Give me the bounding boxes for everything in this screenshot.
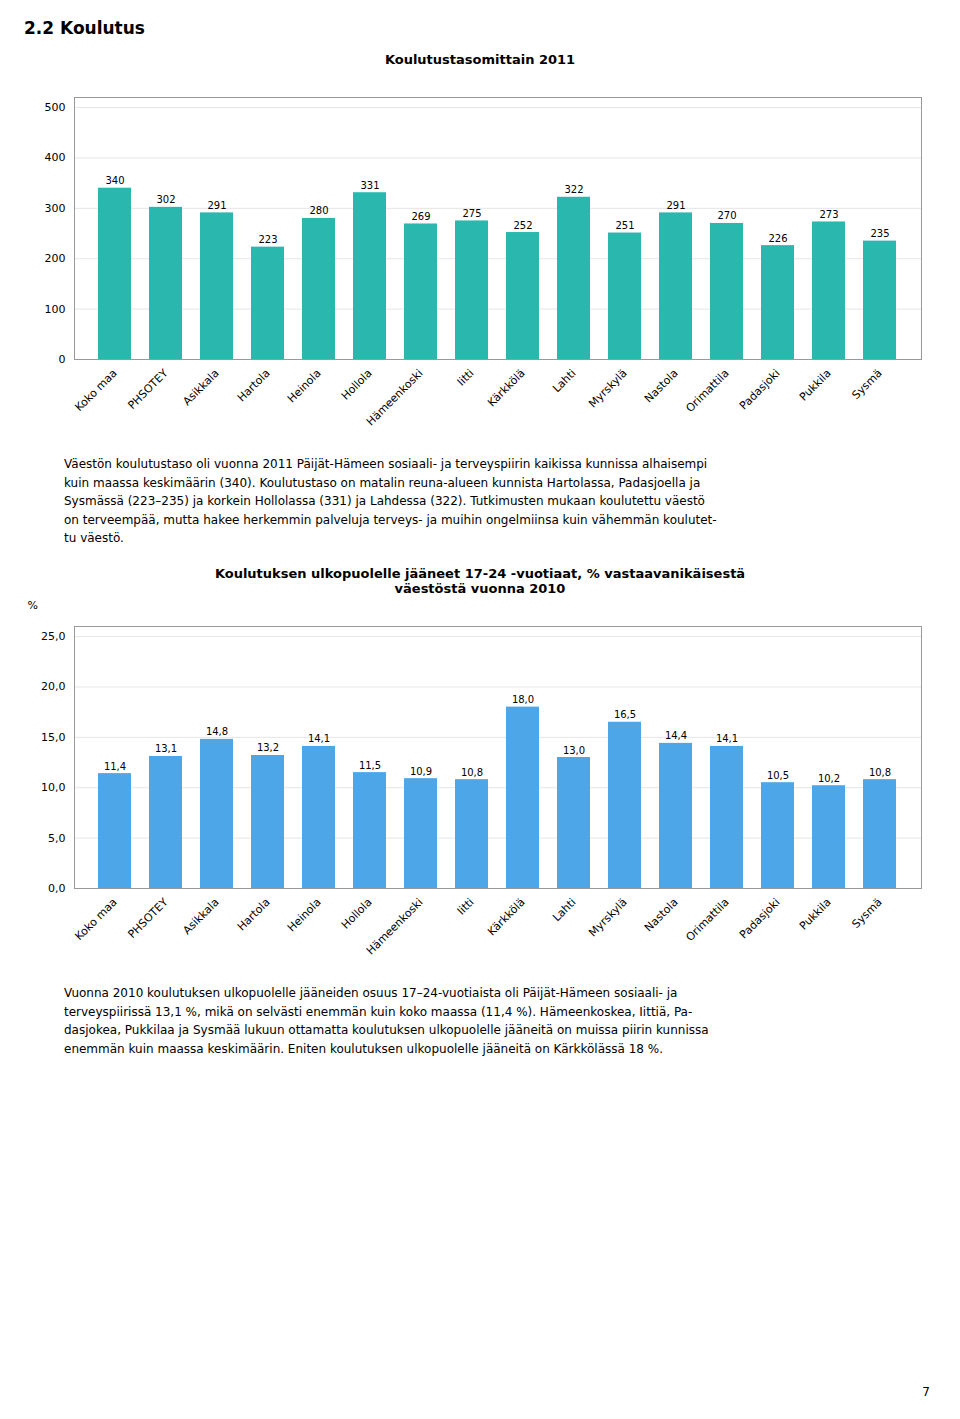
svg-text:Asikkala: Asikkala <box>180 896 221 937</box>
svg-text:275: 275 <box>462 208 481 219</box>
svg-text:10,0: 10,0 <box>41 781 66 794</box>
svg-text:Lahti: Lahti <box>550 896 578 924</box>
html-text:dasjokea, Pukkilaa ja Sysmää l: dasjokea, Pukkilaa ja Sysmää lukuun otta… <box>64 1023 709 1038</box>
svg-text:11,4: 11,4 <box>104 761 126 772</box>
svg-text:14,1: 14,1 <box>716 733 738 744</box>
svg-text:Myrskylä: Myrskylä <box>586 367 630 411</box>
svg-text:400: 400 <box>45 151 66 164</box>
svg-text:Heinola: Heinola <box>285 367 324 406</box>
html-text:Vuonna 2010 koulutuksen ulkopu: Vuonna 2010 koulutuksen ulkopuolelle jää… <box>64 986 678 1000</box>
svg-text:Hartola: Hartola <box>235 367 273 405</box>
svg-text:100: 100 <box>45 303 66 316</box>
svg-text:5,0: 5,0 <box>48 832 66 845</box>
svg-text:Padasjoki: Padasjoki <box>737 367 783 413</box>
html-text:terveyspiirissä 13,1 %, mikä o: terveyspiirissä 13,1 %, mikä on selvästi… <box>64 1004 693 1019</box>
svg-text:PHSOTEY: PHSOTEY <box>125 896 170 941</box>
svg-text:Sysmä: Sysmä <box>849 367 884 402</box>
svg-text:Heinola: Heinola <box>285 896 324 935</box>
svg-text:Lahti: Lahti <box>550 367 578 395</box>
svg-text:0: 0 <box>59 353 66 366</box>
svg-text:13,1: 13,1 <box>155 743 177 754</box>
svg-text:340: 340 <box>105 175 124 186</box>
html-text:7: 7 <box>922 1385 930 1399</box>
svg-text:25,0: 25,0 <box>41 630 66 643</box>
svg-text:Nastola: Nastola <box>642 896 681 935</box>
svg-text:10,9: 10,9 <box>410 766 432 777</box>
svg-text:235: 235 <box>870 228 889 239</box>
svg-text:223: 223 <box>258 234 277 245</box>
svg-text:Iitti: Iitti <box>455 367 477 389</box>
svg-text:Hämeenkoski: Hämeenkoski <box>364 896 426 958</box>
svg-text:Asikkala: Asikkala <box>180 367 221 408</box>
svg-text:18,0: 18,0 <box>512 694 534 705</box>
svg-text:0,0: 0,0 <box>48 882 66 895</box>
svg-text:226: 226 <box>768 233 787 244</box>
html-text:Sysmässä (223–235) ja korkein: Sysmässä (223–235) ja korkein Hollolassa… <box>64 494 705 509</box>
svg-text:Kärkkölä: Kärkkölä <box>485 367 528 410</box>
svg-text:Pukkila: Pukkila <box>797 367 834 404</box>
svg-text:PHSOTEY: PHSOTEY <box>125 367 170 412</box>
svg-text:Orimattila: Orimattila <box>683 896 731 944</box>
svg-text:270: 270 <box>717 210 736 221</box>
svg-text:Koko maa: Koko maa <box>72 367 119 414</box>
svg-text:331: 331 <box>360 180 379 191</box>
svg-text:Pukkila: Pukkila <box>797 896 834 933</box>
svg-text:13,2: 13,2 <box>257 742 279 753</box>
svg-text:%: % <box>28 599 38 612</box>
svg-text:Myrskylä: Myrskylä <box>586 896 630 940</box>
svg-text:269: 269 <box>411 211 430 222</box>
svg-text:14,8: 14,8 <box>206 726 228 737</box>
html-text:2.2 Koulutus: 2.2 Koulutus <box>24 18 145 38</box>
svg-text:Kärkkölä: Kärkkölä <box>485 896 528 939</box>
svg-text:251: 251 <box>615 220 634 231</box>
svg-text:Padasjoki: Padasjoki <box>737 896 783 942</box>
html-text:Väestön koulutustaso oli vuonn: Väestön koulutustaso oli vuonna 2011 Päi… <box>64 457 708 471</box>
svg-text:252: 252 <box>513 220 532 231</box>
svg-text:13,0: 13,0 <box>563 744 585 755</box>
svg-text:16,5: 16,5 <box>614 709 636 720</box>
svg-text:Orimattila: Orimattila <box>683 367 731 415</box>
svg-text:10,5: 10,5 <box>767 770 789 781</box>
svg-text:Hollola: Hollola <box>339 367 375 403</box>
svg-text:273: 273 <box>819 209 838 220</box>
svg-text:291: 291 <box>666 200 685 211</box>
html-text:enemmän kuin maassa keskimääri: enemmän kuin maassa keskimäärin. Eniten … <box>64 1041 663 1056</box>
svg-text:291: 291 <box>207 200 226 211</box>
html-text:Koulutuksen ulkopuolelle jääne: Koulutuksen ulkopuolelle jääneet 17-24 -… <box>214 566 746 596</box>
svg-text:Koko maa: Koko maa <box>72 896 119 943</box>
svg-text:14,4: 14,4 <box>665 730 687 741</box>
svg-text:280: 280 <box>309 205 328 216</box>
svg-text:10,8: 10,8 <box>869 767 891 778</box>
svg-text:10,2: 10,2 <box>818 773 840 784</box>
svg-text:14,1: 14,1 <box>308 733 330 744</box>
html-text:kuin maassa keskimäärin (340).: kuin maassa keskimäärin (340). Koulutust… <box>64 475 701 490</box>
svg-text:302: 302 <box>156 194 175 205</box>
svg-text:Hollola: Hollola <box>339 896 375 932</box>
svg-text:200: 200 <box>45 252 66 265</box>
svg-text:Hämeenkoski: Hämeenkoski <box>364 367 426 429</box>
html-text:Koulutustasomittain 2011: Koulutustasomittain 2011 <box>384 52 576 67</box>
svg-text:Iitti: Iitti <box>455 896 477 918</box>
html-text:tu väestö.: tu väestö. <box>64 531 124 546</box>
svg-text:11,5: 11,5 <box>359 760 381 771</box>
svg-text:Nastola: Nastola <box>642 367 681 406</box>
svg-text:15,0: 15,0 <box>41 731 66 744</box>
svg-text:322: 322 <box>564 184 583 195</box>
svg-text:Hartola: Hartola <box>235 896 273 934</box>
svg-text:Sysmä: Sysmä <box>849 896 884 931</box>
svg-text:300: 300 <box>45 202 66 215</box>
svg-text:10,8: 10,8 <box>461 767 483 778</box>
svg-text:500: 500 <box>45 101 66 114</box>
svg-text:20,0: 20,0 <box>41 680 66 693</box>
html-text:on terveempää, mutta hakee her: on terveempää, mutta hakee herkemmin pal… <box>64 512 717 527</box>
